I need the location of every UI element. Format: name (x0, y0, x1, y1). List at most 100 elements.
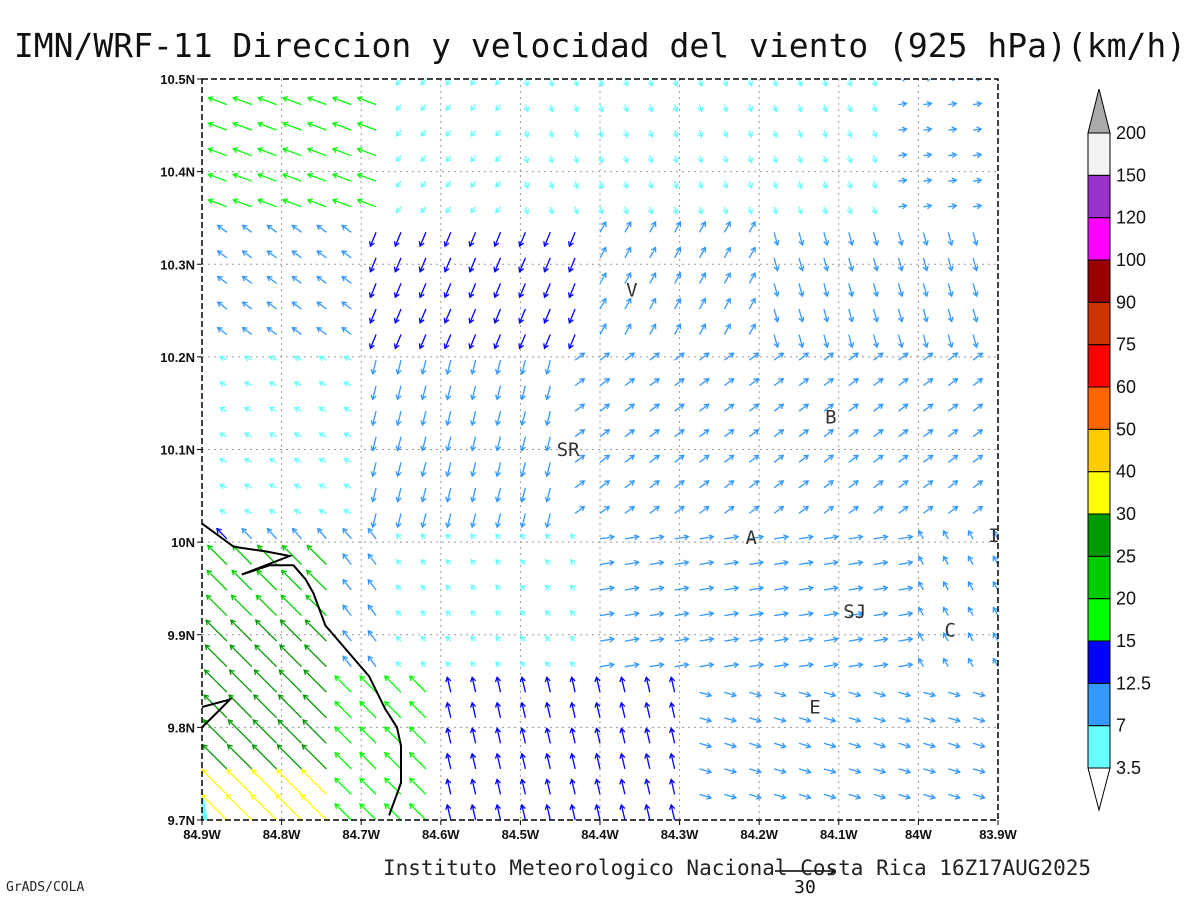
wind-arrow (992, 529, 998, 540)
wind-arrow (997, 512, 998, 514)
wind-arrow (470, 487, 477, 503)
wind-arrow (748, 323, 756, 335)
wind-arrow (998, 76, 1006, 81)
wind-arrow (918, 657, 924, 668)
wind-arrow (544, 701, 551, 718)
wind-arrow (443, 308, 452, 324)
wind-arrow (341, 224, 352, 233)
wind-arrow (202, 129, 203, 131)
wind-arrow (997, 435, 998, 437)
wind-arrow (649, 220, 657, 233)
wind-arrow (674, 246, 682, 259)
wind-arrow (493, 232, 502, 248)
wind-arrow (334, 675, 352, 693)
wind-arrow (992, 632, 998, 642)
wind-arrow (291, 301, 302, 310)
wind-arrow (923, 352, 934, 361)
wind-arrow (773, 334, 780, 349)
wind-arrow (395, 359, 402, 376)
wind-arrow (898, 691, 912, 698)
wind-arrow (544, 727, 551, 744)
wind-arrow (216, 224, 228, 233)
wind-arrow (599, 271, 607, 284)
wind-arrow (992, 555, 998, 565)
wind-arrow (773, 480, 785, 489)
wind-arrow (644, 803, 651, 820)
wind-arrow (923, 768, 937, 775)
wind-arrow (420, 129, 427, 137)
wind-arrow (823, 717, 837, 724)
wind-arrow (523, 129, 530, 139)
wind-arrow (624, 297, 632, 310)
wind-arrow (370, 487, 377, 503)
wind-arrow (798, 454, 810, 463)
wind-arrow (293, 457, 302, 464)
wind-arrow (797, 206, 804, 215)
wind-arrow (393, 257, 402, 273)
wind-arrow (306, 147, 327, 157)
wind-arrow (898, 636, 914, 643)
wind-arrow (318, 508, 327, 515)
wind-arrow (898, 534, 914, 541)
wind-arrow (256, 569, 278, 591)
wind-arrow (494, 778, 502, 795)
wind-arrow (622, 79, 629, 88)
wind-arrow (207, 172, 228, 182)
wind-arrow (445, 104, 452, 112)
wind-arrow (266, 527, 278, 540)
wind-arrow (341, 275, 352, 284)
wind-arrow (598, 129, 605, 139)
wind-arrow (420, 359, 427, 376)
wind-arrow (772, 79, 779, 88)
wind-arrow (923, 79, 931, 82)
wind-arrow (291, 326, 302, 336)
wind-arrow (470, 155, 477, 163)
wind-arrow (569, 559, 576, 565)
wind-arrow (997, 768, 998, 770)
wind-arrow (281, 147, 302, 157)
wind-arrow (724, 661, 740, 669)
wind-arrow (494, 359, 502, 376)
wind-arrow (773, 232, 780, 247)
wind-arrow (306, 544, 327, 565)
wind-arrow (495, 104, 502, 112)
wind-arrow (384, 700, 402, 719)
wind-arrow (408, 700, 427, 719)
wind-arrow (972, 352, 984, 361)
wind-arrow (493, 257, 502, 273)
wind-arrow (445, 385, 452, 401)
wind-arrow (206, 569, 228, 591)
wind-arrow (922, 334, 929, 349)
wind-arrow (519, 676, 527, 693)
wind-arrow (668, 676, 676, 693)
wind-arrow (923, 505, 934, 514)
wind-arrow (216, 326, 228, 336)
wind-arrow (243, 432, 253, 438)
wind-arrow (341, 250, 352, 259)
wind-arrow (997, 692, 998, 693)
coast-shading (202, 787, 208, 820)
wind-arrow (674, 505, 685, 514)
wind-arrow (649, 480, 661, 489)
wind-arrow (226, 744, 253, 770)
wind-arrow (773, 352, 785, 361)
lat-label: 10.5N (160, 72, 195, 87)
wind-arrow (518, 334, 526, 350)
wind-arrow (359, 751, 377, 770)
wind-arrow (846, 181, 853, 190)
colorbar-label: 120 (1116, 208, 1146, 228)
wind-arrow (873, 691, 887, 698)
wind-arrow (823, 377, 835, 387)
colorbar-label: 75 (1116, 335, 1136, 355)
wind-arrow (697, 129, 704, 139)
wind-arrow (277, 718, 302, 744)
wind-arrow (599, 585, 616, 592)
wind-arrow (523, 180, 530, 190)
wind-arrow (747, 79, 754, 88)
lon-label: 84.1W (820, 827, 858, 842)
wind-arrow (470, 411, 477, 427)
wind-arrow (722, 206, 729, 215)
wind-arrow (225, 793, 253, 820)
wind-arrow (495, 129, 502, 137)
wind-arrow (569, 661, 576, 668)
